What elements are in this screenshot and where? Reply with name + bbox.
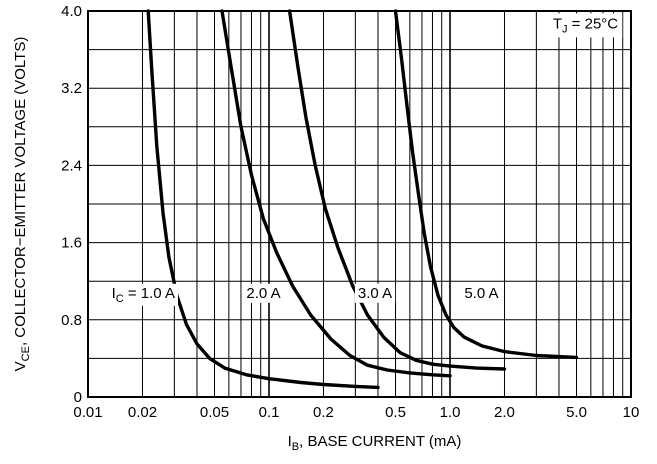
- curve-label-group: IC = 1.0 A 2.0 A 3.0 A 5.0 A: [108, 283, 502, 306]
- y-tick-label: 2.4: [61, 157, 82, 174]
- y-tick-label: 0: [74, 389, 82, 406]
- y-axis-title: VCE, COLLECTOR−EMITTER VOLTAGE (VOLTS): [12, 37, 32, 372]
- x-tick-label: 2.0: [494, 404, 515, 421]
- x-tick-labels: 0.01 0.02 0.05 0.1 0.2 0.5 1.0 2.0 5.0 10: [73, 404, 639, 421]
- x-axis-title-rest: , BASE CURRENT (mA): [299, 433, 461, 450]
- x-tick-label: 5.0: [566, 404, 587, 421]
- curve-1: [146, 9, 380, 390]
- curve-label-main: 5.0 A: [464, 285, 498, 302]
- curve-label-bg: [354, 283, 396, 303]
- x-tick-label: 0.5: [385, 404, 406, 421]
- x-tick-label: 0.2: [313, 404, 334, 421]
- condition-main: T: [553, 15, 562, 32]
- curve-3: [287, 9, 507, 371]
- temperature-condition-label: TJ = 25°C: [553, 15, 618, 35]
- y-tick-label: 3.2: [61, 80, 82, 97]
- y-tick-label: 4.0: [61, 3, 82, 20]
- y-tick-label: 0.8: [61, 312, 82, 329]
- grid-lines: [88, 11, 631, 397]
- curve-label-bg: [243, 283, 284, 303]
- y-axis-title-rest: , COLLECTOR−EMITTER VOLTAGE (VOLTS): [12, 37, 29, 346]
- x-tick-label: 10: [623, 404, 640, 421]
- curve-label-bg: [108, 283, 179, 306]
- curve-label-main: 2.0 A: [246, 285, 280, 302]
- curve-label-main: 3.0 A: [358, 285, 392, 302]
- x-tick-label: 0.1: [259, 404, 280, 421]
- curve-label-text: IC = 1.0 A: [112, 285, 175, 305]
- curve-label-3: 3.0 A: [354, 283, 396, 303]
- curve-label-text: 3.0 A: [358, 285, 392, 302]
- curve-group: [146, 9, 579, 390]
- curve-4: [393, 9, 579, 360]
- plot-area-frame: [87, 10, 632, 398]
- curve-label-4: 5.0 A: [461, 283, 502, 303]
- condition-rest: = 25°C: [568, 15, 619, 32]
- x-tick-label: 1.0: [440, 404, 461, 421]
- y-tick-labels: 0 0.8 1.6 2.4 3.2 4.0: [61, 3, 82, 406]
- curve-label-2: 2.0 A: [243, 283, 284, 303]
- curve-label-main: I: [112, 285, 116, 302]
- curve-label-text: 2.0 A: [246, 285, 280, 302]
- condition-subscript: J: [562, 23, 568, 35]
- x-axis-title-subscript: B: [292, 441, 299, 453]
- curve-2: [220, 9, 452, 378]
- curve-label-subscript: C: [116, 293, 124, 305]
- curve-label-text: 5.0 A: [464, 285, 498, 302]
- x-tick-label: 0.01: [73, 404, 102, 421]
- y-axis-title-main: V: [12, 361, 29, 371]
- x-tick-label: 0.02: [128, 404, 157, 421]
- curve-label-rest: = 1.0 A: [124, 285, 175, 302]
- y-axis-title-subscript: CE: [20, 346, 32, 361]
- curve-label-bg: [461, 283, 502, 303]
- y-tick-label: 1.6: [61, 235, 82, 252]
- curve-label-1: IC = 1.0 A: [108, 283, 179, 306]
- condition-label-bg: [548, 13, 623, 38]
- x-axis-title: IB, BASE CURRENT (mA): [288, 433, 462, 453]
- x-tick-label: 0.05: [200, 404, 229, 421]
- x-axis-title-main: I: [288, 433, 292, 450]
